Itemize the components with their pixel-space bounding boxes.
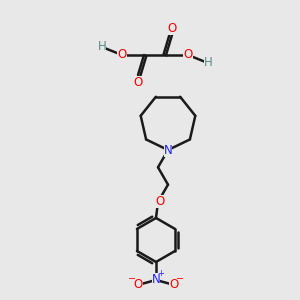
Text: −: − — [176, 274, 184, 284]
Text: N: N — [164, 143, 172, 157]
Text: H: H — [204, 56, 212, 70]
Text: O: O — [169, 278, 178, 292]
Text: O: O — [117, 49, 127, 62]
Text: +: + — [158, 269, 164, 278]
Text: O: O — [134, 76, 142, 88]
Text: O: O — [134, 278, 142, 292]
Text: O: O — [155, 196, 165, 208]
Text: N: N — [152, 274, 160, 286]
Text: H: H — [98, 40, 106, 53]
Text: O: O — [183, 49, 193, 62]
Text: O: O — [167, 22, 177, 34]
Text: −: − — [128, 274, 136, 284]
